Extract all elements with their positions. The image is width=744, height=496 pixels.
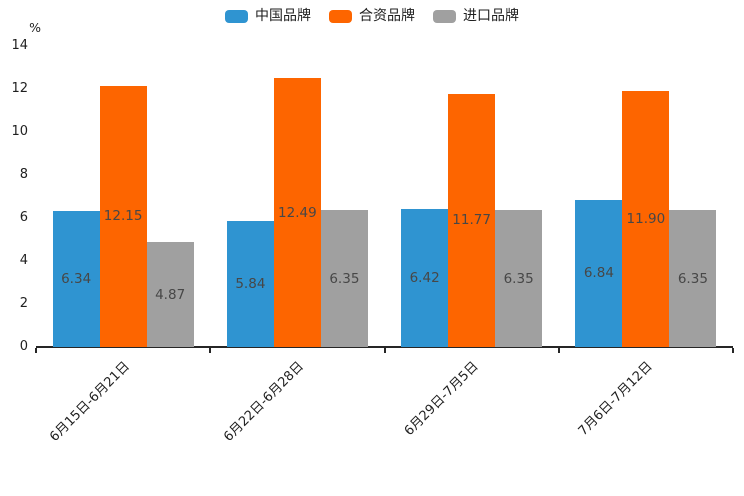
y-tick-label: 10 <box>11 124 28 139</box>
x-axis-tick <box>209 348 212 353</box>
bar-进口品牌-3 <box>669 210 717 347</box>
bar-进口品牌-2 <box>495 210 543 347</box>
x-tick-label: 7月6日-7月12日 <box>575 359 656 439</box>
bar-合资品牌-1 <box>273 78 321 347</box>
legend-item-joint-venture-brands[interactable]: 合资品牌 <box>329 8 415 24</box>
x-tick-label: 6月29日-7月5日 <box>401 359 482 439</box>
x-tick-label: 6月15日-6月21日 <box>46 359 133 445</box>
y-tick-label: 4 <box>19 253 28 268</box>
y-tick-label: 0 <box>19 339 28 354</box>
legend: 中国品牌 合资品牌 进口品牌 <box>0 8 744 24</box>
legend-swatch-china-brands <box>225 9 248 23</box>
x-axis-tick <box>732 348 734 353</box>
y-tick-label: 6 <box>19 210 28 225</box>
legend-label-china-brands: 中国品牌 <box>255 8 311 24</box>
y-tick-label: 8 <box>19 167 28 182</box>
legend-item-china-brands[interactable]: 中国品牌 <box>225 8 311 24</box>
y-tick-label: 14 <box>11 38 28 53</box>
y-tick-label: 12 <box>11 81 28 96</box>
bar-进口品牌-1 <box>320 210 368 347</box>
bar-合资品牌-3 <box>622 91 670 347</box>
bar-中国品牌-2 <box>401 208 449 347</box>
legend-item-import-brands[interactable]: 进口品牌 <box>433 8 519 24</box>
bar-进口品牌-0 <box>146 242 194 347</box>
legend-swatch-import-brands <box>433 9 456 23</box>
legend-label-import-brands: 进口品牌 <box>463 8 519 24</box>
y-axis-unit-label: % <box>29 20 41 35</box>
bar-中国品牌-1 <box>226 221 274 347</box>
x-axis-tick <box>383 348 386 353</box>
bar-中国品牌-0 <box>52 210 100 347</box>
bar-中国品牌-3 <box>575 199 623 347</box>
y-tick-label: 2 <box>19 296 28 311</box>
x-tick-label: 6月22日-6月28日 <box>221 359 307 445</box>
x-axis-tick <box>557 348 560 353</box>
x-axis-line <box>36 346 733 348</box>
legend-label-joint-venture-brands: 合资品牌 <box>359 8 415 24</box>
bar-合资品牌-2 <box>448 93 496 347</box>
x-axis-tick <box>35 348 37 353</box>
legend-swatch-joint-venture-brands <box>329 9 352 23</box>
bar-合资品牌-0 <box>99 85 147 347</box>
